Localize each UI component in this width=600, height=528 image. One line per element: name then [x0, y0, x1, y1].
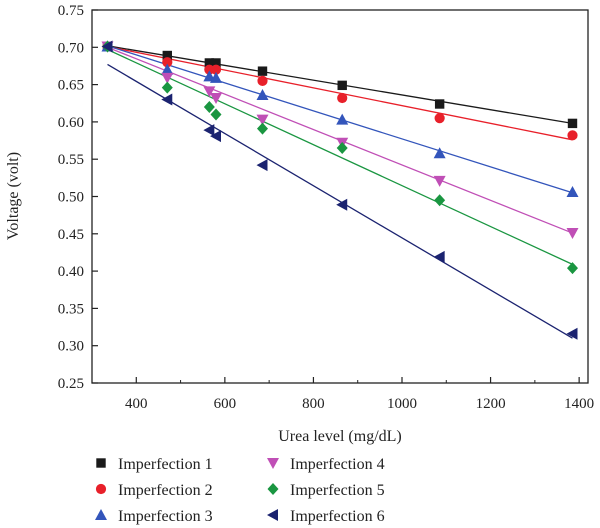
data-point — [336, 198, 348, 211]
x-tick-label: 600 — [214, 396, 237, 412]
legend-marker — [95, 509, 107, 520]
data-point — [433, 147, 446, 159]
data-point — [203, 86, 216, 98]
x-tick-label: 1000 — [387, 396, 417, 412]
legend-label: Imperfection 4 — [290, 456, 385, 473]
x-tick-label: 1400 — [564, 396, 594, 412]
data-point — [257, 75, 268, 86]
y-tick-label: 0.55 — [58, 152, 84, 168]
data-point — [337, 92, 348, 104]
data-point — [336, 113, 349, 125]
x-axis-ticks: 400 600 800 1000 1200 1400 — [125, 377, 594, 412]
fit-line — [107, 63, 573, 339]
legend-label: Imperfection 6 — [290, 508, 385, 525]
data-point — [210, 71, 222, 83]
data-point — [101, 40, 113, 53]
data-point — [256, 114, 269, 126]
data-point — [434, 194, 446, 207]
legend-marker — [267, 509, 278, 521]
data-point — [161, 72, 174, 84]
data-point — [433, 250, 445, 263]
legend-label: Imperfection 3 — [118, 508, 213, 525]
legend: Imperfection 1 Imperfection 2 Imperfection… — [95, 456, 385, 525]
data-point — [433, 175, 446, 187]
y-tick-label: 0.60 — [58, 115, 84, 131]
legend-label: Imperfection 1 — [118, 456, 213, 473]
legend-marker — [95, 483, 107, 495]
legend-marker — [267, 458, 279, 469]
fit-line — [107, 45, 573, 141]
y-tick-label: 0.50 — [58, 190, 84, 206]
data-point — [162, 57, 173, 68]
data-point — [567, 130, 578, 141]
y-tick-label: 0.25 — [58, 376, 84, 392]
data-point — [161, 63, 174, 75]
y-tick-label: 0.30 — [58, 339, 84, 355]
data-point — [161, 81, 173, 94]
data-point — [256, 89, 269, 101]
x-tick-label: 400 — [125, 396, 148, 412]
legend-marker — [267, 483, 279, 495]
x-tick-label: 800 — [302, 396, 325, 412]
x-axis-title: Urea level (mg/dL) — [278, 428, 402, 445]
data-point — [337, 80, 347, 91]
y-axis-title: Voltage (volt) — [5, 152, 22, 240]
y-tick-label: 0.35 — [58, 301, 84, 317]
y-tick-label: 0.70 — [58, 40, 84, 56]
data-point — [210, 93, 222, 105]
data-point — [210, 64, 222, 75]
data-point — [566, 327, 578, 340]
data-point — [434, 99, 445, 109]
data-point — [211, 58, 221, 68]
data-point — [204, 58, 215, 68]
y-tick-label: 0.75 — [58, 3, 84, 19]
y-tick-label: 0.65 — [58, 78, 84, 94]
data-point — [567, 118, 578, 129]
data-point — [257, 66, 268, 76]
data-point — [210, 130, 221, 143]
data-points — [101, 40, 579, 340]
data-point — [434, 113, 445, 124]
data-point — [161, 93, 173, 106]
x-tick-label: 1200 — [476, 396, 506, 412]
legend-marker — [96, 458, 106, 468]
data-point — [336, 142, 348, 155]
data-point — [162, 50, 172, 61]
data-point — [203, 100, 215, 113]
legend-label: Imperfection 2 — [118, 482, 213, 499]
fit-line — [107, 48, 573, 265]
data-point — [566, 228, 579, 240]
legend-label: Imperfection 5 — [290, 482, 385, 499]
data-point — [567, 262, 578, 275]
data-point — [257, 122, 268, 135]
data-point — [256, 159, 268, 172]
y-tick-label: 0.45 — [58, 227, 84, 243]
data-point — [203, 124, 215, 137]
data-point — [566, 186, 579, 198]
y-axis-ticks: 0.25 0.30 0.35 0.40 0.45 0.50 0.55 0.60 0.65 0.70… — [58, 3, 98, 392]
y-tick-label: 0.40 — [58, 264, 84, 280]
data-point — [210, 108, 222, 121]
